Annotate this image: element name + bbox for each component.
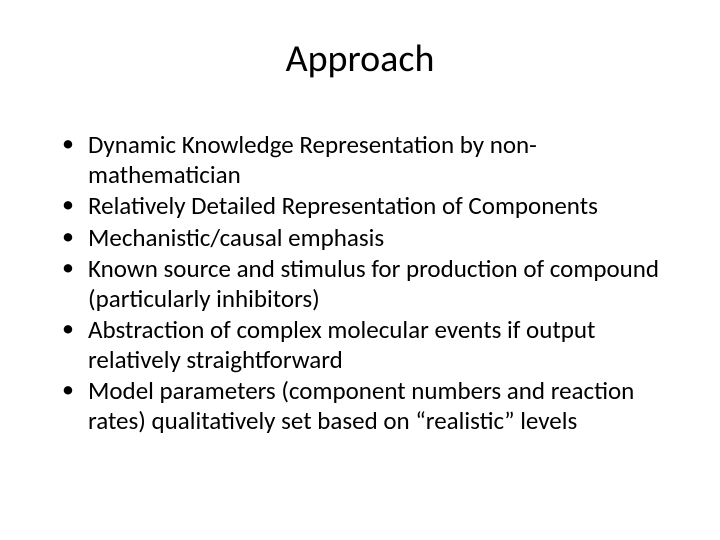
list-item: Abstraction of complex molecular events … [62,315,680,374]
list-item: Dynamic Knowledge Representation by non-… [62,130,680,189]
list-item: Relatively Detailed Representation of Co… [62,191,680,221]
list-item: Model parameters (component numbers and … [62,376,680,435]
list-item: Known source and stimulus for production… [62,254,680,313]
slide: Approach Dynamic Knowledge Representatio… [0,0,720,540]
bullet-list: Dynamic Knowledge Representation by non-… [40,130,680,435]
list-item: Mechanistic/causal emphasis [62,223,680,253]
slide-title: Approach [40,36,680,82]
